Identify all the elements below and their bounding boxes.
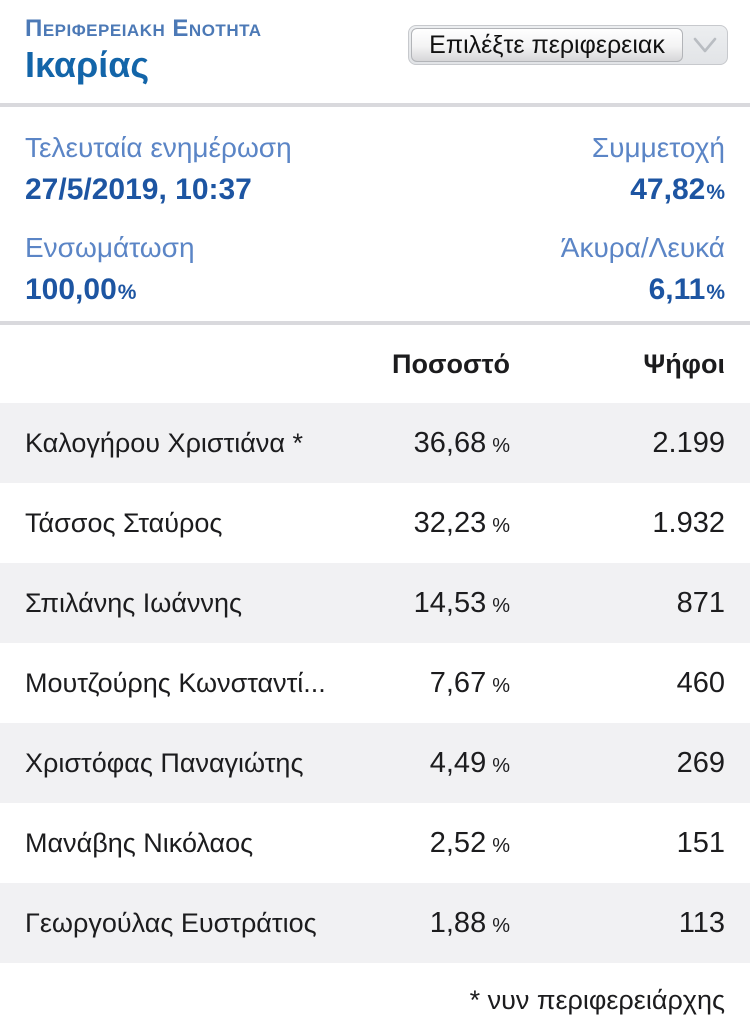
stat-unit: %: [706, 280, 725, 304]
table-row: Σπιλάνης Ιωάννης 14,53% 871: [0, 563, 750, 643]
stat-value-text: 100,00: [25, 272, 117, 306]
page-title: Ικαρίας: [25, 44, 150, 86]
candidate-percent: 2,52%: [340, 827, 510, 860]
percent-value: 36,68: [413, 426, 487, 459]
stat-label: Συμμετοχή: [591, 132, 725, 163]
stat-label: Ενσωμάτωση: [25, 231, 195, 263]
candidate-name: Μανάβης Νικόλαος: [25, 827, 254, 858]
candidate-percent: 32,23%: [340, 507, 510, 540]
stat-unit: %: [117, 280, 137, 304]
stat-label: Άκυρα/Λευκά: [560, 231, 725, 263]
table-row: Μουτζούρης Κωνσταντί... 7,67% 460: [0, 643, 750, 723]
stat-value: 100,00%: [25, 273, 195, 308]
candidate-votes: 1.932: [652, 506, 725, 539]
summary-stats: Τελευταία ενημέρωση 27/5/2019, 10:37 Συμ…: [0, 107, 750, 321]
stats-row: Ενσωμάτωση 100,00% Άκυρα/Λευκά 6,11%: [25, 232, 725, 308]
table-row: Γεωργούλας Ευστράτιος 1,88% 113: [0, 883, 750, 963]
candidate-votes: 269: [676, 746, 725, 779]
percent-value: 2,52: [429, 826, 487, 859]
divider: [0, 103, 750, 107]
column-header-votes: Ψήφοι: [643, 348, 725, 379]
candidate-name: Γεωργούλας Ευστράτιος: [25, 907, 317, 938]
candidate-votes: 2.199: [652, 426, 725, 459]
candidate-votes: 871: [676, 586, 725, 619]
stat-unit: %: [706, 181, 725, 205]
candidate-name: Μουτζούρης Κωνσταντί...: [25, 667, 326, 698]
candidate-name: Χριστόφας Παναγιώτης: [25, 747, 304, 778]
region-select-label: Επιλέξτε περιφερειακ: [429, 30, 665, 59]
percent-value: 4,49: [429, 746, 487, 779]
table-row: Χριστόφας Παναγιώτης 4,49% 269: [0, 723, 750, 803]
percent-value: 7,67: [429, 666, 487, 699]
percent-sign: %: [492, 754, 510, 777]
table-header-row: Ποσοστό Ψήφοι: [0, 325, 750, 403]
stat-invalid-blank: Άκυρα/Λευκά 6,11%: [561, 232, 725, 308]
candidate-votes: 460: [676, 666, 725, 699]
chevron-down-icon[interactable]: [683, 26, 727, 64]
percent-value: 14,53: [413, 586, 487, 619]
candidate-percent: 14,53%: [340, 587, 510, 620]
stats-row: Τελευταία ενημέρωση 27/5/2019, 10:37 Συμ…: [25, 132, 725, 208]
candidate-percent: 7,67%: [340, 667, 510, 700]
percent-sign: %: [492, 434, 510, 457]
percent-sign: %: [492, 674, 510, 697]
stat-value-text: 47,82: [630, 173, 706, 207]
page-header: Περιφερειακη Ενοτητα Ικαρίας Επιλέξτε πε…: [0, 0, 750, 103]
footnote: * νυν περιφερειάρχης: [0, 963, 750, 1016]
stat-last-update: Τελευταία ενημέρωση 27/5/2019, 10:37: [25, 132, 292, 208]
region-select[interactable]: Επιλέξτε περιφερειακ: [408, 25, 728, 65]
table-row: Τάσσος Σταύρος 32,23% 1.932: [0, 483, 750, 563]
candidate-name: Τάσσος Σταύρος: [25, 507, 223, 538]
percent-value: 1,88: [429, 906, 487, 939]
stat-participation: Συμμετοχή 47,82%: [592, 132, 725, 208]
percent-value: 32,23: [413, 506, 487, 539]
stat-value-text: 27/5/2019, 10:37: [25, 173, 252, 207]
footnote-text: * νυν περιφερειάρχης: [469, 985, 725, 1015]
percent-sign: %: [492, 834, 510, 857]
candidate-percent: 4,49%: [340, 747, 510, 780]
stat-label: Τελευταία ενημέρωση: [25, 132, 292, 163]
candidate-votes: 151: [676, 826, 725, 859]
percent-sign: %: [492, 914, 510, 937]
candidate-percent: 36,68%: [340, 427, 510, 460]
percent-sign: %: [492, 514, 510, 537]
region-select-button[interactable]: Επιλέξτε περιφερειακ: [411, 28, 683, 62]
divider: [0, 321, 750, 325]
percent-sign: %: [492, 594, 510, 617]
stat-value: 47,82%: [592, 173, 725, 208]
results-table: Ποσοστό Ψήφοι Καλογήρου Χριστιάνα * 36,6…: [0, 325, 750, 963]
candidate-name: Σπιλάνης Ιωάννης: [25, 587, 242, 618]
title-block: Περιφερειακη Ενοτητα Ικαρίας: [25, 15, 262, 87]
section-label: Περιφερειακη Ενοτητα: [25, 15, 262, 42]
stat-value: 6,11%: [561, 273, 725, 308]
stat-integration: Ενσωμάτωση 100,00%: [25, 232, 195, 308]
table-row: Καλογήρου Χριστιάνα * 36,68% 2.199: [0, 403, 750, 483]
candidate-percent: 1,88%: [340, 907, 510, 940]
candidate-votes: 113: [678, 906, 725, 939]
stat-value-text: 6,11: [648, 272, 706, 306]
candidate-name: Καλογήρου Χριστιάνα *: [25, 427, 303, 458]
column-header-percent: Ποσοστό: [392, 348, 510, 379]
stat-value: 27/5/2019, 10:37: [25, 173, 292, 208]
table-row: Μανάβης Νικόλαος 2,52% 151: [0, 803, 750, 883]
